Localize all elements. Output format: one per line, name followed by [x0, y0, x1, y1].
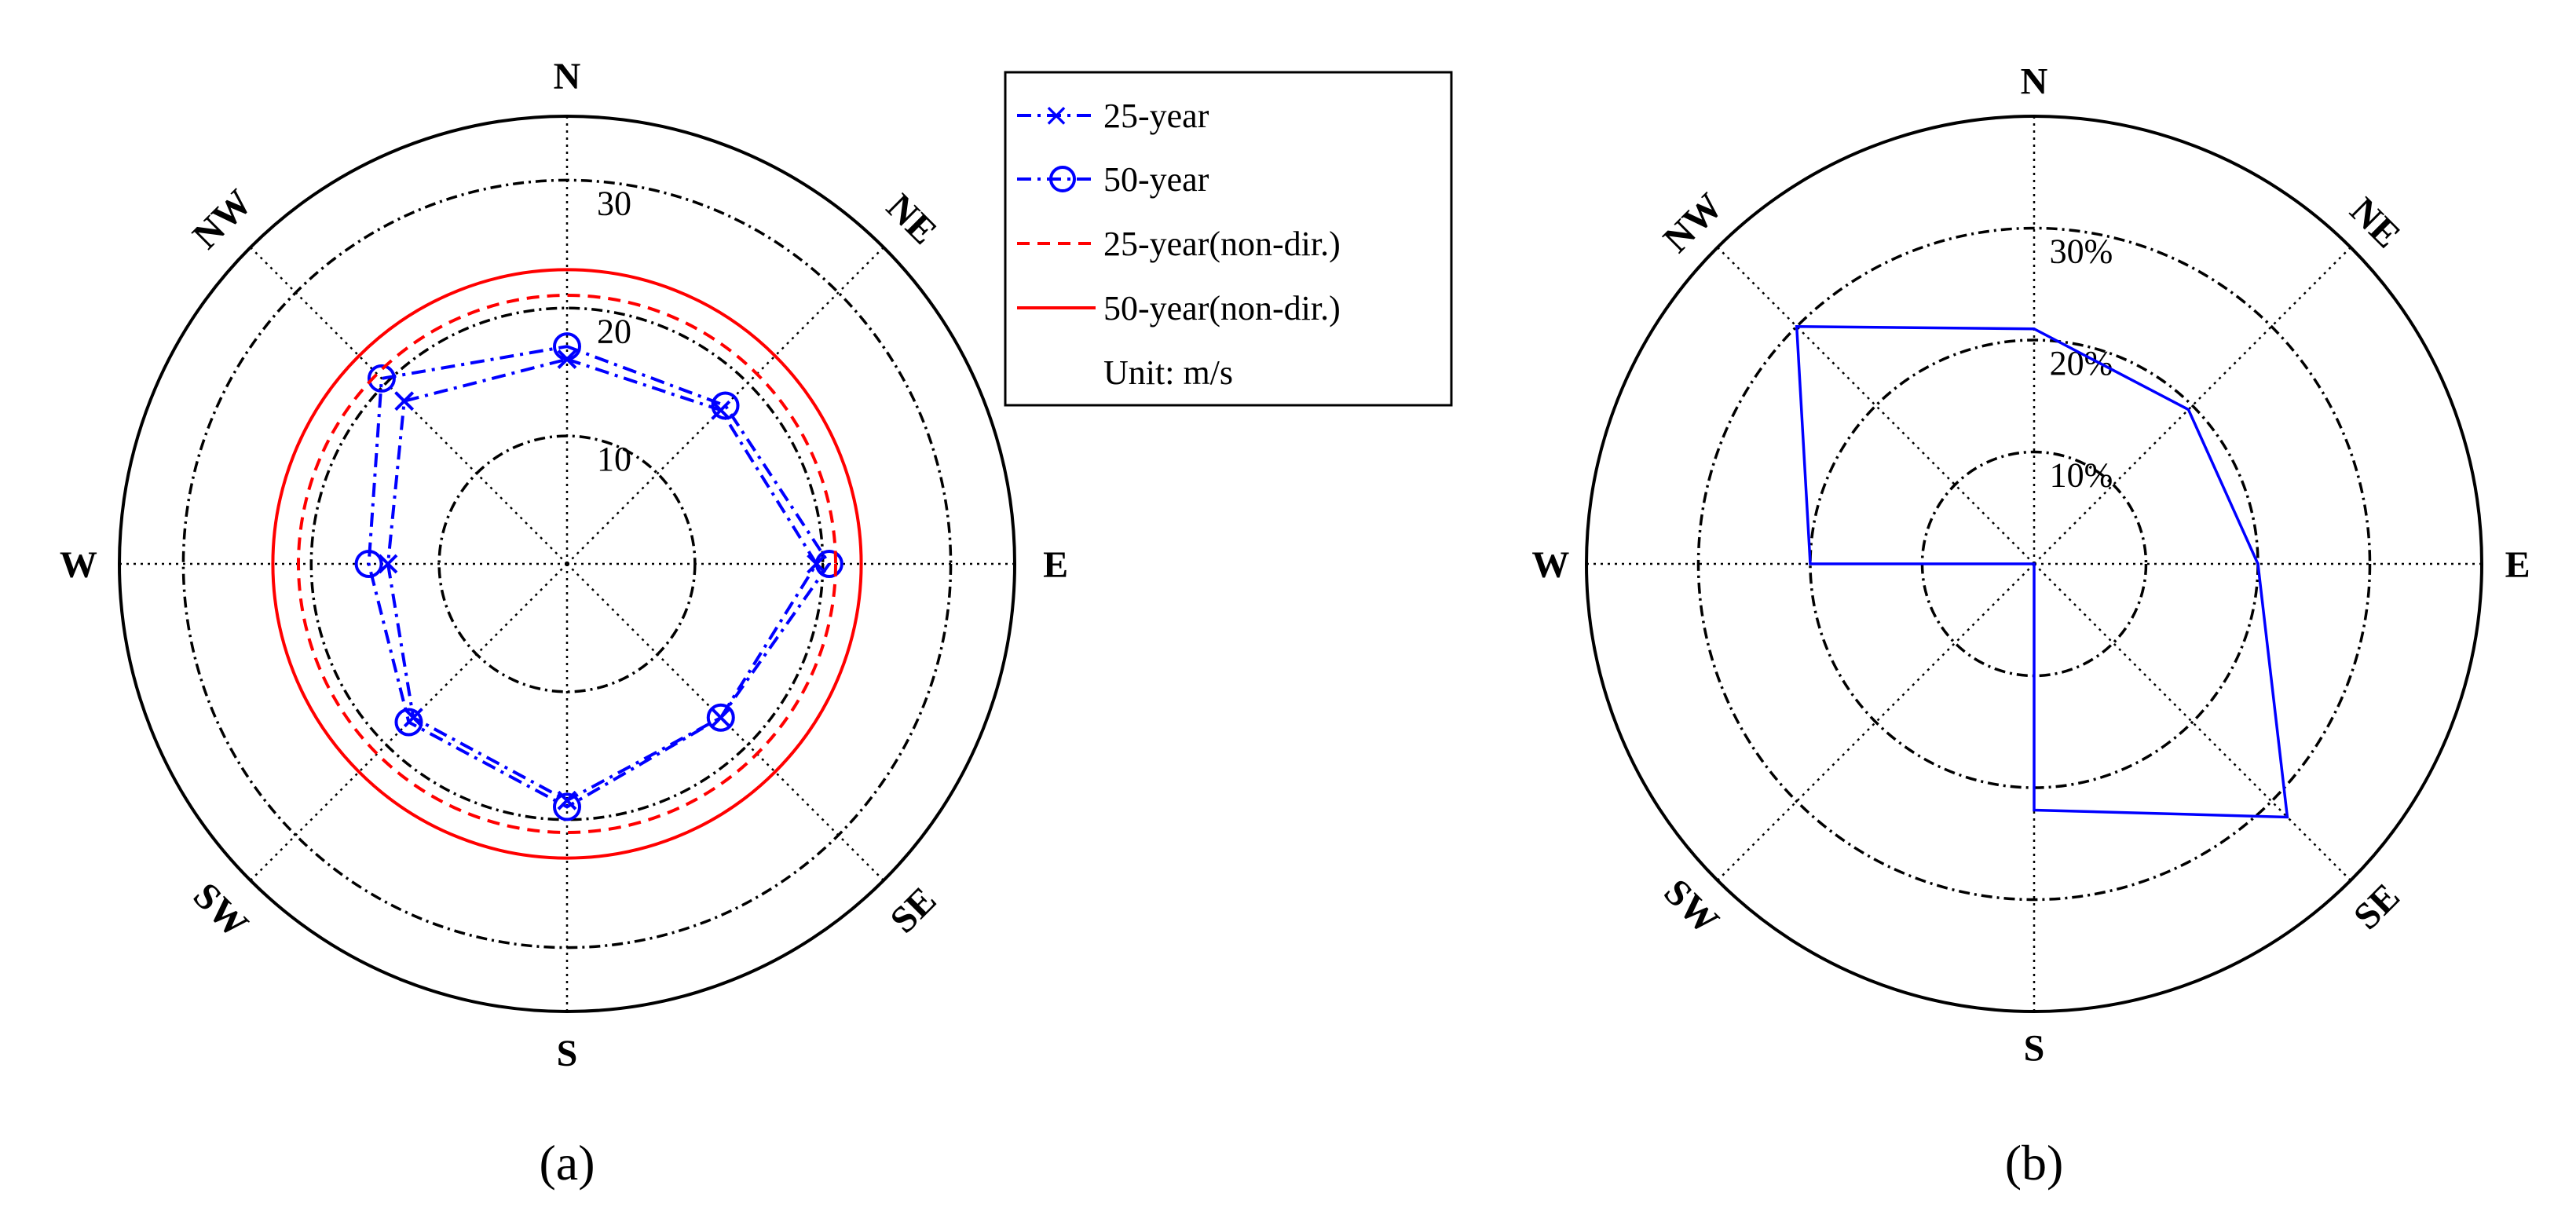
series-line	[367, 345, 832, 809]
data-point-e	[814, 550, 843, 578]
direction-label-n: N	[554, 56, 581, 97]
direction-label-s: S	[2024, 1028, 2045, 1070]
series-line	[386, 357, 818, 803]
legend-box	[1004, 71, 1453, 407]
series-frequency	[1795, 324, 2289, 819]
grid-ring-2	[309, 306, 825, 821]
data-point-w	[354, 550, 383, 578]
series-25-year	[378, 349, 826, 810]
direction-label-n: N	[2021, 60, 2048, 102]
legend-label: 50-year	[1103, 160, 1209, 199]
series-50-year-non-dir-	[271, 268, 863, 860]
radial-tick-label: 30	[597, 184, 631, 222]
radial-tick-label: 20	[597, 312, 631, 350]
radial-tick-label: 20%	[2050, 344, 2113, 382]
direction-label-e: E	[2505, 544, 2530, 586]
data-point-ne	[711, 400, 731, 420]
direction-label-nw: NW	[185, 181, 260, 257]
legend-marker-circle	[1049, 166, 1076, 192]
grid-ring-3	[1696, 226, 2372, 902]
series-50-year	[354, 332, 843, 821]
data-point-nw	[394, 391, 415, 412]
data-point-sw	[394, 708, 423, 737]
radial-tick-label: 10	[597, 440, 631, 478]
data-point-ne	[711, 391, 740, 420]
legend-item-50-year-non-dir: 50-year(non-dir.)	[1017, 289, 1341, 327]
grid-ring-1	[437, 434, 697, 693]
legend-item-50-year: 50-year	[1017, 160, 1209, 199]
direction-label-se: SE	[2346, 876, 2408, 938]
unit-label: Unit: m/s	[1103, 353, 1233, 392]
direction-label-nw: NW	[1656, 185, 1731, 261]
constant-ring	[271, 268, 863, 860]
direction-label-w: W	[60, 544, 97, 586]
direction-label-ne: NE	[2342, 189, 2409, 256]
data-point-n	[553, 332, 581, 361]
direction-label-sw: SW	[185, 875, 256, 946]
legend-label: 25-year	[1103, 97, 1209, 135]
grid-ring-3	[181, 178, 953, 949]
spoke-nw	[1717, 247, 2035, 565]
panel-b-frequency-radar: 10% 20% 30% N NE E SE S SW W NW	[1531, 60, 2530, 1069]
direction-label-ne: NE	[879, 186, 946, 253]
data-point-w	[378, 554, 398, 574]
direction-label-w: W	[1531, 544, 1569, 586]
legend-label: 25-year(non-dir.)	[1103, 225, 1341, 263]
series-25-year-non-dir-	[297, 294, 837, 834]
radial-tick-label: 30%	[2050, 232, 2113, 271]
series-line	[1795, 324, 2289, 819]
legend-marker-x: ×	[1043, 97, 1070, 134]
panel-b-caption: (b)	[2005, 1135, 2064, 1191]
data-point-sw	[403, 708, 423, 728]
legend-item-25-year: × 25-year	[1017, 97, 1209, 135]
panel-a-caption: (a)	[539, 1135, 595, 1191]
data-point-nw	[367, 364, 396, 393]
data-point-s	[553, 792, 581, 821]
direction-label-se: SE	[882, 879, 944, 941]
direction-label-e: E	[1043, 544, 1068, 586]
direction-label-s: S	[557, 1033, 578, 1074]
legend-label: 50-year(non-dir.)	[1103, 289, 1341, 327]
radial-tick-label: 10%	[2050, 456, 2113, 495]
legend: × 25-year 50-year 25-year(non-dir.) 50-y…	[1004, 71, 1453, 407]
legend-item-25-year-non-dir: 25-year(non-dir.)	[1017, 225, 1341, 263]
direction-label-sw: SW	[1656, 871, 1726, 942]
panel-a-wind-speed-radar: 10 20 30 N NE E SE S SW W NW	[60, 56, 1068, 1074]
constant-ring	[297, 294, 837, 834]
data-point-se	[706, 703, 735, 732]
